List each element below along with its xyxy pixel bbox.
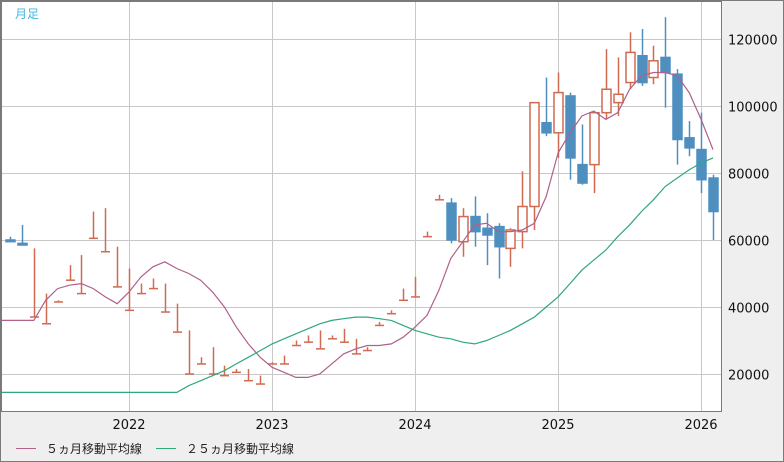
legend-item-ma5: ５ヵ月移動平均線 — [16, 440, 142, 457]
plot-area — [1, 1, 721, 411]
candle-body — [660, 56, 671, 74]
ma25-line — [1, 157, 714, 393]
candle-body — [17, 242, 28, 246]
y-tick-label: 60000 — [728, 235, 769, 250]
candle-body — [637, 55, 648, 84]
legend-label-ma25: ２５ヵ月移動平均線 — [186, 442, 295, 456]
x-tick-label: 2025 — [541, 418, 574, 433]
legend-label-ma5: ５ヵ月移動平均線 — [46, 442, 143, 456]
y-tick-label: 100000 — [728, 101, 778, 116]
candle-body — [529, 101, 540, 208]
candle-body — [458, 215, 469, 243]
period-label: 月足 — [15, 7, 40, 21]
y-tick-label: 20000 — [728, 369, 769, 384]
candle-body — [5, 239, 16, 243]
x-tick-label: 2026 — [684, 418, 717, 433]
candle-body — [672, 73, 683, 141]
candle-body — [541, 122, 552, 134]
legend-swatch-ma25 — [156, 448, 177, 449]
x-tick-label: 2024 — [398, 418, 431, 433]
candle-body — [625, 51, 636, 84]
y-tick-label: 120000 — [728, 34, 778, 49]
legend-swatch-ma5 — [16, 448, 36, 449]
candle-body — [517, 205, 528, 233]
y-tick-label: 40000 — [728, 302, 769, 317]
candle-body — [446, 202, 457, 241]
legend: ５ヵ月移動平均線 ２５ヵ月移動平均線 — [16, 440, 308, 457]
candle-body — [505, 229, 516, 250]
candle-body — [577, 163, 588, 184]
candle-body — [601, 88, 612, 114]
ma5-line — [1, 71, 714, 378]
y-tick-label: 80000 — [728, 168, 769, 183]
legend-item-ma25: ２５ヵ月移動平均線 — [156, 440, 294, 457]
candle-body — [613, 93, 624, 104]
plot-border — [1, 1, 722, 412]
candle-body — [494, 225, 505, 248]
candle-body — [482, 227, 493, 236]
candle-body — [589, 111, 600, 166]
candle-body — [684, 137, 695, 149]
candle-body — [565, 95, 576, 159]
candle-body — [708, 177, 719, 213]
candle-body — [553, 91, 564, 134]
x-tick-label: 2023 — [255, 418, 288, 433]
x-tick-label: 2022 — [112, 418, 145, 433]
candle-body — [648, 60, 659, 79]
